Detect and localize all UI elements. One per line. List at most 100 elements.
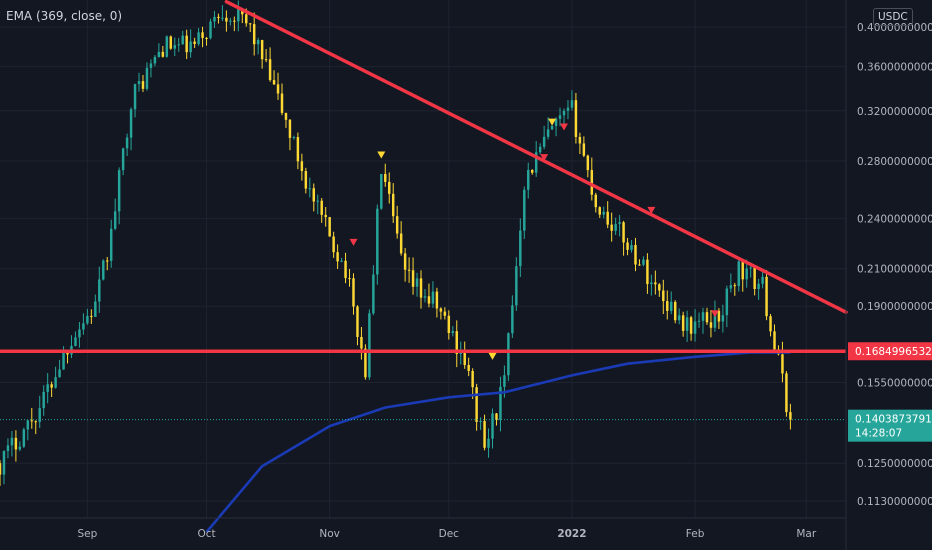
candle-body — [296, 137, 300, 162]
candle-body — [94, 301, 97, 317]
candle-body — [749, 267, 752, 269]
red-triangle-marker — [540, 154, 549, 162]
candle-body — [82, 323, 85, 330]
candle-body — [622, 222, 625, 243]
candle-body — [304, 171, 308, 189]
candle-body — [586, 155, 590, 171]
candle-body — [761, 276, 764, 284]
candle-body — [300, 161, 304, 172]
candle-body — [411, 270, 415, 287]
candle-body — [264, 59, 268, 61]
candle-body — [256, 40, 260, 45]
candle-body — [276, 84, 280, 94]
candle-body — [316, 200, 319, 202]
candle-body — [272, 80, 276, 85]
candle-body — [280, 93, 284, 113]
candle-body — [769, 316, 772, 332]
candle-body — [479, 421, 482, 423]
countdown-label: 14:28:07 — [855, 428, 902, 440]
candle-body — [503, 375, 506, 387]
red-triangle-marker — [349, 238, 358, 246]
candle-body — [495, 413, 498, 420]
candle-body — [197, 32, 200, 45]
candle-body — [205, 37, 208, 39]
candle-body — [705, 312, 709, 323]
candle-body — [542, 136, 546, 147]
currency-label[interactable]: USDC — [873, 8, 913, 26]
candle-body — [662, 290, 665, 302]
x-tick-label: Mar — [796, 528, 816, 540]
candle-body — [582, 143, 586, 156]
candle-body — [658, 284, 661, 291]
candle-body — [781, 354, 784, 374]
candle-body — [90, 315, 93, 317]
x-tick-label: Nov — [319, 528, 340, 540]
candle-body — [237, 9, 240, 22]
candle-body — [721, 315, 725, 322]
candle-body — [58, 369, 61, 378]
candle-body — [177, 44, 180, 46]
candle-body — [173, 45, 176, 49]
candle-body — [630, 244, 633, 250]
candle-body — [324, 214, 327, 218]
candle-body — [558, 115, 562, 119]
candle-body — [423, 296, 427, 298]
candle-body — [133, 84, 137, 110]
candle-body — [650, 282, 653, 285]
candle-body — [340, 260, 343, 262]
candle-body — [701, 312, 705, 321]
candle-body — [0, 463, 2, 475]
x-tick-label: Feb — [686, 528, 705, 540]
candle-body — [153, 56, 157, 64]
candle-body — [467, 364, 470, 371]
candle-body — [614, 223, 617, 231]
support-price-box — [848, 342, 932, 361]
candle-body — [594, 194, 598, 208]
candle-body — [248, 23, 252, 25]
candle-body — [757, 283, 760, 289]
y-tick-label: 0.3200000000 — [857, 106, 932, 118]
candle-body — [725, 288, 729, 316]
candle-body — [14, 437, 18, 450]
candle-body — [161, 51, 165, 57]
candle-body — [673, 301, 677, 321]
candle-body — [765, 276, 768, 317]
candle-body — [117, 170, 121, 212]
candle-body — [570, 100, 574, 108]
candle-body — [733, 285, 737, 287]
candle-body — [34, 421, 37, 423]
candle-body — [713, 310, 717, 328]
candle-body — [451, 331, 455, 334]
candle-body — [364, 348, 367, 378]
candle-body — [566, 107, 570, 111]
candle-body — [125, 137, 129, 149]
candle-body — [221, 17, 224, 19]
candle-body — [372, 274, 375, 314]
candle-body — [523, 189, 526, 231]
grid — [0, 0, 846, 518]
price-axis[interactable]: 0.4000000000 0.3600000000 0.3200000000 0.28… — [845, 0, 932, 550]
candle-body — [149, 63, 153, 68]
candle-body — [511, 305, 514, 334]
candle-body — [252, 24, 256, 45]
candle-body — [352, 278, 355, 307]
candle-body — [642, 259, 645, 265]
candle-body — [785, 373, 788, 413]
candle-body — [344, 260, 347, 279]
trendline — [224, 0, 848, 314]
candle-body — [78, 329, 81, 338]
candle-body — [388, 181, 391, 194]
y-tick-label: 0.3600000000 — [857, 62, 932, 74]
indicator-label[interactable]: EMA (369, close, 0) — [6, 9, 123, 23]
candle-body — [439, 308, 443, 312]
candle-body — [241, 9, 244, 15]
candle-body — [654, 282, 657, 285]
candle-body — [546, 129, 550, 137]
candle-body — [538, 146, 542, 153]
candle-body — [169, 36, 173, 49]
candle-body — [320, 200, 323, 215]
x-tick-label: Dec — [439, 528, 460, 540]
time-axis[interactable]: Sep Oct Nov Dec 2022 Feb Mar — [0, 517, 846, 540]
